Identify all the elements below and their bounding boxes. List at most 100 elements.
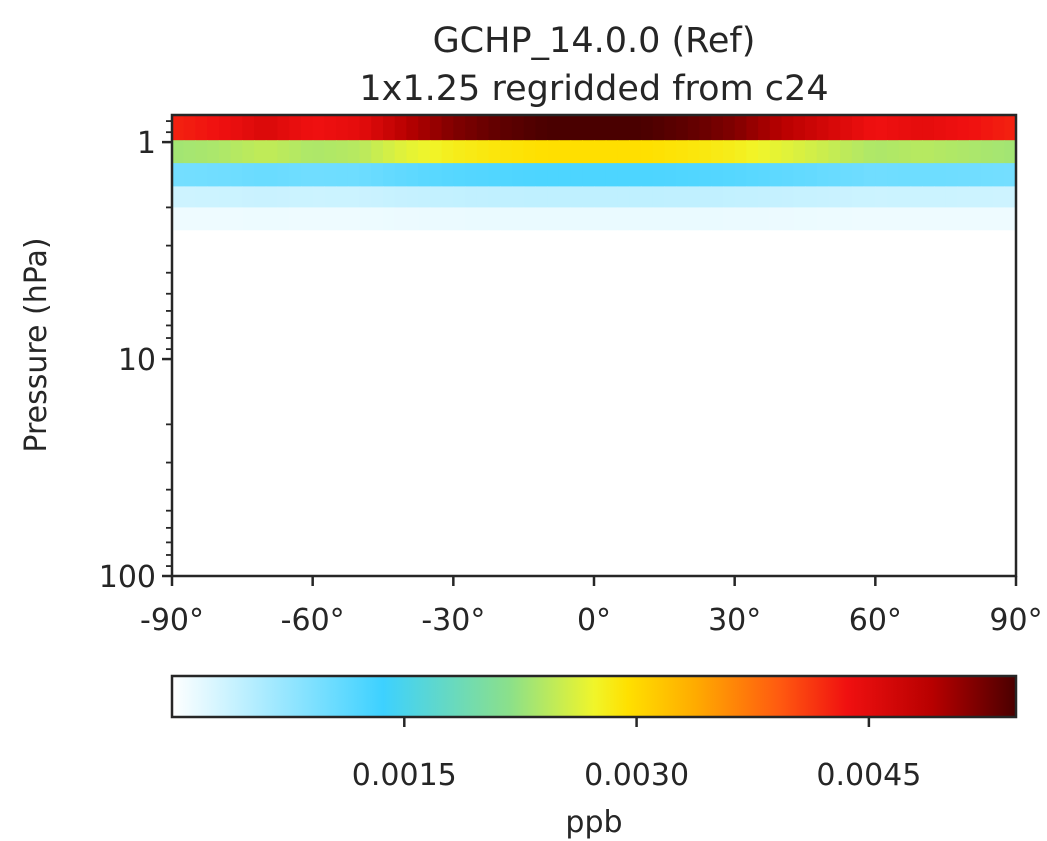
heatmap-cell [172,140,185,164]
heatmap-cell [254,207,267,231]
heatmap-cell [277,230,290,577]
heatmap-cell [324,115,337,141]
heatmap-cell [793,186,806,209]
chart-title-line-1: GCHP_14.0.0 (Ref) [433,21,756,61]
heatmap-cell [805,140,818,164]
heatmap-cell [664,230,677,577]
heatmap-cell [851,230,865,577]
heatmap-cell [969,186,982,209]
heatmap-cell [172,115,185,141]
heatmap-cell [406,207,419,231]
heatmap-cell [254,163,267,187]
heatmap-cell [218,230,232,577]
heatmap-cell [277,186,290,209]
heatmap-cell [828,230,841,577]
heatmap-cell [359,207,372,231]
heatmap-cell [629,163,642,187]
heatmap-cell [629,115,642,141]
heatmap-cell [582,163,595,187]
heatmap-cell [605,140,619,164]
colorbar-label: ppb [565,805,622,840]
heatmap-cell [617,163,630,187]
heatmap-cell [500,230,513,577]
heatmap-cell [676,163,689,187]
heatmap-cell [840,207,853,231]
x-axis: -90° -60° -30° 0° 30° 60° 90° [140,576,1043,638]
heatmap-cell [687,163,701,187]
heatmap-cell [371,186,384,209]
heatmap-cell [511,207,525,231]
heatmap-cell [195,207,208,231]
heatmap-cell [183,207,197,231]
heatmap-cell [336,186,349,209]
heatmap-cell [992,115,1005,141]
heatmap-cell [898,230,912,577]
heatmap-cell [207,140,220,164]
heatmap-cell [922,186,935,209]
heatmap-cell [758,207,771,231]
heatmap-cell [933,163,947,187]
heatmap-cell [371,140,384,164]
heatmap-cell [429,163,443,187]
heatmap-cell [957,163,970,187]
heatmap-cell [933,115,947,141]
heatmap-cell [933,207,947,231]
heatmap-cell [289,115,302,141]
heatmap-cell [172,230,185,577]
heatmap-cell [476,230,490,577]
heatmap-cell [324,230,337,577]
heatmap-cell [570,140,583,164]
heatmap-cell [758,163,771,187]
heatmap-cell [769,186,783,209]
heatmap-cell [875,163,888,187]
heatmap-cell [699,186,712,209]
heatmap-cell [500,163,513,187]
heatmap-cell [734,115,747,141]
heatmap-cell [359,140,372,164]
heatmap-cell [394,230,408,577]
heatmap-cell [347,140,361,164]
heatmap-cell [183,186,197,209]
heatmap-cell [406,186,419,209]
heatmap-cell [488,115,501,141]
heatmap-cell [500,207,513,231]
heatmap-cell [734,140,747,164]
heatmap-cell [652,140,665,164]
heatmap-cell [617,186,630,209]
heatmap-cell [359,230,372,577]
heatmap-cell [418,230,431,577]
heatmap-cell [781,140,794,164]
heatmap-cell [500,115,513,141]
heatmap-cell [371,230,384,577]
heatmap-cell [816,207,830,231]
heatmap-cell [652,163,665,187]
heatmap-cell [617,207,630,231]
heatmap-cell [547,140,560,164]
heatmap-cell [183,115,197,141]
heatmap-cell [910,207,923,231]
heatmap-cell [300,186,314,209]
heatmap-cell [300,140,314,164]
heatmap-cell [828,163,841,187]
heatmap-cell [418,207,431,231]
heatmap-cell [195,230,208,577]
heatmap-cell [394,186,408,209]
heatmap-cell [359,163,372,187]
heatmap-cell [793,207,806,231]
heatmap-cell [687,115,701,141]
heatmap-cell [535,230,548,577]
heatmap-cell [476,163,490,187]
heatmap-cell [465,115,478,141]
heatmap-cell [980,186,994,209]
heatmap-cell [230,230,243,577]
heatmap-cell [887,207,900,231]
heatmap-cell [805,115,818,141]
heatmap-cell [922,163,935,187]
heatmap-cell [218,186,232,209]
heatmap-cell [242,186,255,209]
heatmap-cell [429,230,443,577]
heatmap-cell [676,115,689,141]
heatmap-cell [898,140,912,164]
heatmap-cell [851,115,865,141]
heatmap-cell [195,163,208,187]
